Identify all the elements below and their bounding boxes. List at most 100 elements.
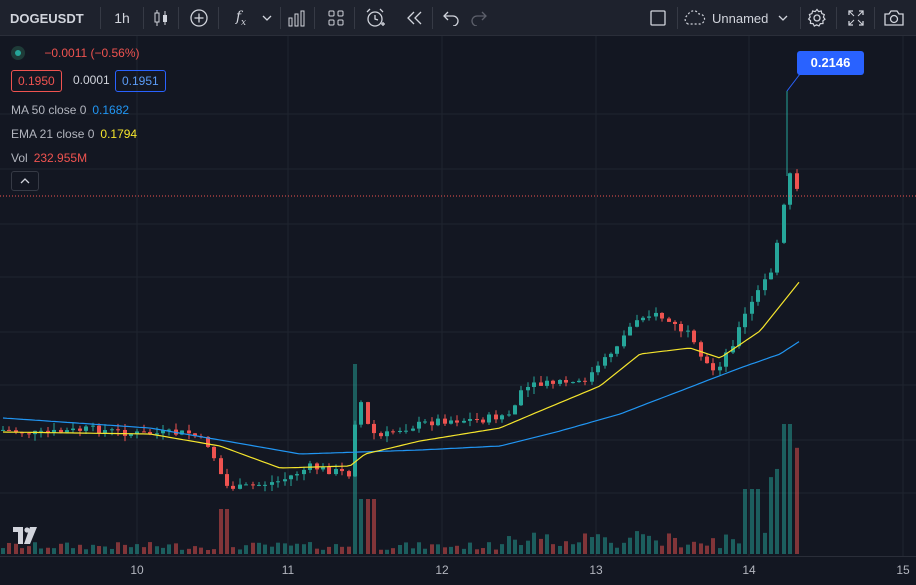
financials-button[interactable] <box>285 0 309 36</box>
volume-bar <box>14 543 18 554</box>
compare-button[interactable] <box>186 0 212 36</box>
candle-body <box>647 316 651 318</box>
volume-bar <box>577 542 581 554</box>
volume-bar <box>321 549 325 554</box>
volume-bar <box>347 546 351 554</box>
candle-body <box>615 346 619 354</box>
divider <box>178 7 179 29</box>
ema-label: EMA 21 close 0 <box>11 127 95 141</box>
undo-button[interactable] <box>440 0 462 36</box>
price-chart[interactable] <box>0 36 916 556</box>
volume-bar <box>711 538 715 554</box>
volume-bar <box>391 548 395 554</box>
volume-bar <box>46 547 50 554</box>
volume-bar <box>404 542 408 554</box>
candle-body <box>347 471 351 477</box>
legend-ema-row[interactable]: EMA 21 close 0 0.1794 <box>11 127 143 141</box>
volume-bar <box>756 489 760 554</box>
volume-bar <box>590 537 594 554</box>
fullscreen-icon <box>847 9 865 27</box>
candle-body <box>110 429 114 431</box>
volume-bar <box>276 542 280 554</box>
snapshot-button[interactable] <box>881 0 907 36</box>
fx-icon: fx <box>235 8 247 28</box>
chart-canvas[interactable] <box>0 36 916 556</box>
candle-body <box>91 425 95 427</box>
interval-button[interactable]: 1h <box>105 0 139 36</box>
collapse-legend-button[interactable] <box>11 171 39 191</box>
visibility-dot-icon[interactable] <box>11 46 25 60</box>
fullscreen-button[interactable] <box>844 0 868 36</box>
alarm-clock-icon <box>364 7 386 29</box>
candle-body <box>756 290 760 302</box>
select-area-button[interactable] <box>646 0 670 36</box>
sell-price-box[interactable]: 0.1950 <box>11 70 62 92</box>
candle-body <box>628 326 632 336</box>
redo-icon <box>470 10 488 26</box>
candle-body <box>334 468 338 475</box>
volume-bar <box>327 546 331 554</box>
indicators-button[interactable]: fx <box>228 0 254 36</box>
replay-button[interactable] <box>402 0 428 36</box>
volume-bar <box>430 544 434 554</box>
candle-body <box>379 433 383 437</box>
volume-bar <box>513 539 517 554</box>
bar-chart-icon <box>287 9 307 27</box>
candle-body <box>526 386 530 391</box>
candle-body <box>692 330 696 343</box>
volume-bar <box>622 542 626 554</box>
indicators-dropdown[interactable] <box>258 0 276 36</box>
layout-menu[interactable]: Unnamed <box>682 0 798 36</box>
candle-body <box>59 429 63 433</box>
volume-bar <box>673 537 677 554</box>
templates-button[interactable] <box>324 0 348 36</box>
volume-bar <box>174 543 178 554</box>
volume-bar <box>167 544 171 554</box>
buy-price-box[interactable]: 0.1951 <box>115 70 166 92</box>
volume-bar <box>788 424 792 554</box>
volume-bar <box>692 541 696 554</box>
candle-body <box>340 468 344 472</box>
time-axis[interactable]: 10 11 12 13 14 15 <box>0 556 916 585</box>
rewind-icon <box>405 10 425 26</box>
candle-body <box>411 428 415 431</box>
candle-body <box>78 428 82 431</box>
tradingview-logo-icon[interactable] <box>12 524 42 546</box>
volume-bar <box>340 546 344 554</box>
chart-type-button[interactable] <box>148 0 174 36</box>
candle-body <box>116 429 120 431</box>
legend-ma-row[interactable]: MA 50 close 0 0.1682 <box>11 103 135 117</box>
grid-icon <box>327 9 345 27</box>
candle-body <box>487 414 491 423</box>
candle-body <box>193 433 197 437</box>
volume-bar <box>782 424 786 554</box>
ema-value: 0.1794 <box>100 127 138 141</box>
volume-bar <box>475 549 479 554</box>
settings-button[interactable] <box>805 0 829 36</box>
legend-vol-row[interactable]: Vol 232.955M <box>11 151 93 165</box>
candle-body <box>46 430 50 433</box>
candle-body <box>404 430 408 432</box>
candle-body <box>551 380 555 384</box>
time-tick: 15 <box>896 563 910 577</box>
candle-body <box>635 320 639 327</box>
ask-value: 0.1951 <box>122 74 159 88</box>
candle-body <box>577 380 581 383</box>
candle-body <box>283 479 287 482</box>
ma-label: MA 50 close 0 <box>11 103 87 117</box>
symbol-search[interactable]: DOGEUSDT <box>10 0 84 36</box>
candle-body <box>359 402 363 425</box>
candle-body <box>366 402 370 424</box>
candle-body <box>449 420 453 424</box>
volume-bar <box>180 549 184 554</box>
volume-bar <box>65 542 69 554</box>
candle-body <box>718 366 722 371</box>
symbol-label: DOGEUSDT <box>10 10 84 26</box>
volume-bar <box>769 477 773 554</box>
candle-body <box>231 485 235 489</box>
redo-button[interactable] <box>468 0 490 36</box>
volume-bar <box>603 537 607 554</box>
volume-bar <box>551 544 555 554</box>
alert-button[interactable] <box>362 0 388 36</box>
high-price-value: 0.2146 <box>810 55 851 70</box>
